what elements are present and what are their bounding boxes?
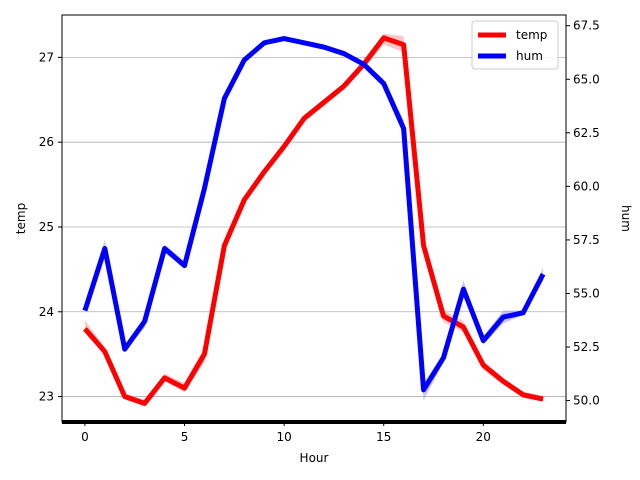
left-y-tick-label: 24 (39, 305, 54, 319)
x-axis-ticks: 0 5 10 15 20 (81, 422, 491, 444)
left-y-tick-label: 26 (39, 135, 54, 149)
right-y-tick-label: 55.0 (573, 286, 600, 300)
x-axis-label: Hour (300, 451, 329, 465)
left-y-tick-label: 27 (39, 50, 54, 64)
x-tick-label: 5 (181, 430, 189, 444)
x-tick-label: 15 (376, 430, 391, 444)
temp-line (83, 35, 544, 406)
left-y-axis-label: temp (14, 203, 28, 234)
left-y-axis-ticks: 23 24 25 26 27 (39, 50, 62, 404)
right-y-tick-label: 62.5 (573, 126, 600, 140)
plot-frame (61, 14, 567, 423)
right-y-tick-label: 50.0 (573, 394, 600, 408)
right-y-axis-ticks: 50.0 52.5 55.0 57.5 60.0 62.5 65.0 67.5 (566, 19, 600, 408)
right-y-tick-label: 52.5 (573, 340, 600, 354)
left-y-tick-label: 23 (39, 390, 54, 404)
x-tick-label: 0 (81, 430, 89, 444)
legend: temp hum (471, 20, 559, 70)
hum-line (82, 36, 546, 393)
series-lines (82, 35, 546, 406)
right-y-tick-label: 67.5 (573, 19, 600, 33)
x-tick-label: 10 (276, 430, 291, 444)
left-y-tick-label: 25 (39, 220, 54, 234)
legend-label-hum: hum (516, 49, 543, 63)
right-y-axis-label: hum (619, 205, 633, 232)
x-tick-label: 20 (476, 430, 491, 444)
right-y-tick-label: 57.5 (573, 233, 600, 247)
right-y-tick-label: 65.0 (573, 72, 600, 86)
legend-label-temp: temp (516, 28, 547, 42)
right-y-tick-label: 60.0 (573, 179, 600, 193)
